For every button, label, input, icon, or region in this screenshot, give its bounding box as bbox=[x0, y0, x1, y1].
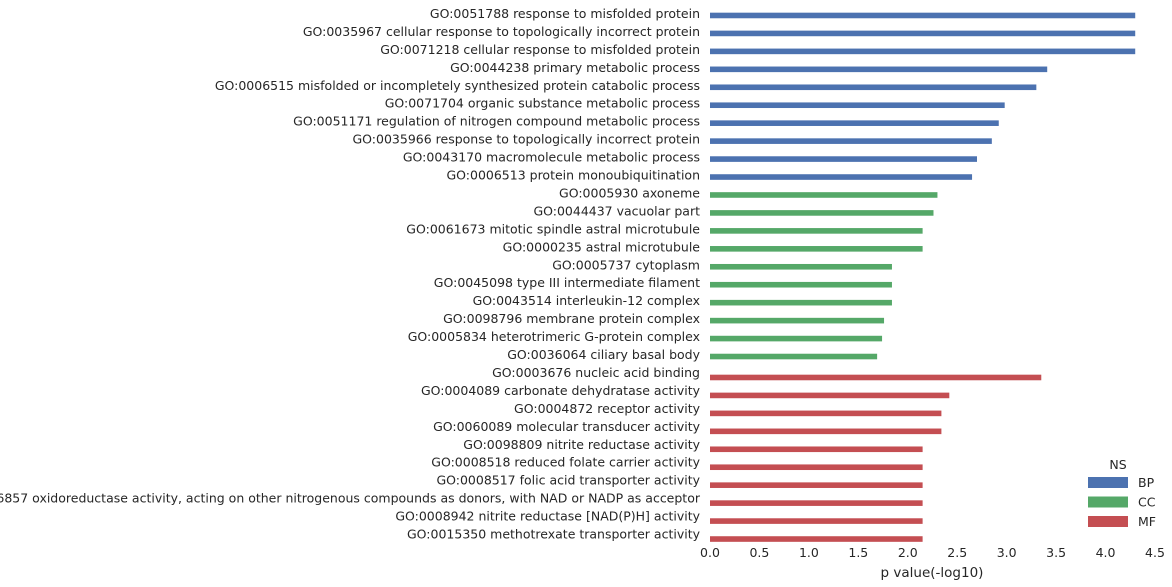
bar-cc-9 bbox=[710, 353, 878, 360]
x-tick-label: 0.0 bbox=[700, 545, 720, 560]
bar-mf-0 bbox=[710, 374, 1042, 381]
x-tick-label: 0.5 bbox=[749, 545, 769, 560]
legend-label-mf: MF bbox=[1138, 514, 1156, 529]
category-label: GO:0006513 protein monoubiquitination bbox=[446, 168, 700, 183]
category-label: GO:0044238 primary metabolic process bbox=[450, 60, 700, 75]
category-labels: GO:0051788 response to misfolded protein… bbox=[0, 6, 701, 542]
category-label: GO:0071218 cellular response to misfolde… bbox=[380, 42, 700, 57]
category-label: GO:0044437 vacuolar part bbox=[533, 203, 700, 218]
bar-mf-4 bbox=[710, 446, 923, 453]
bar-bp-6 bbox=[710, 120, 999, 126]
category-label: GO:0004089 carbonate dehydratase activit… bbox=[421, 383, 701, 398]
legend: NS BP CC MF bbox=[1088, 457, 1156, 529]
legend-label-bp: BP bbox=[1138, 475, 1155, 490]
bar-mf-7 bbox=[710, 500, 923, 506]
bar-cc-0 bbox=[710, 192, 938, 198]
category-label: GO:0008518 reduced folate carrier activi… bbox=[431, 455, 700, 470]
category-label: GO:0043514 interleukin-12 complex bbox=[473, 293, 700, 308]
bars-layer bbox=[710, 12, 1136, 542]
category-label: GO:0005737 cytoplasm bbox=[552, 257, 700, 272]
x-tick-label: 1.0 bbox=[799, 545, 819, 560]
bar-mf-8 bbox=[710, 518, 923, 524]
category-label: GO:0003676 nucleic acid binding bbox=[492, 365, 700, 380]
bar-bp-5 bbox=[710, 102, 1005, 109]
x-axis-label: p value(-log10) bbox=[881, 565, 984, 581]
category-label: GO:0006515 misfolded or incompletely syn… bbox=[215, 78, 700, 93]
bar-cc-5 bbox=[710, 281, 892, 288]
x-tick-label: 1.5 bbox=[848, 545, 868, 560]
bar-mf-1 bbox=[710, 392, 950, 399]
x-tick-label: 3.0 bbox=[997, 545, 1017, 560]
category-label: GO:0045098 type III intermediate filamen… bbox=[434, 275, 700, 290]
legend-entries: BP CC MF bbox=[1088, 475, 1156, 529]
legend-swatch-bp bbox=[1088, 477, 1128, 488]
bar-cc-6 bbox=[710, 299, 892, 306]
x-tick-label: 3.5 bbox=[1046, 545, 1066, 560]
category-label: GO:0015350 methotrexate transporter acti… bbox=[407, 527, 701, 542]
bar-bp-1 bbox=[710, 30, 1136, 37]
legend-title: NS bbox=[1109, 457, 1126, 472]
bar-mf-9 bbox=[710, 536, 923, 542]
bar-bp-7 bbox=[710, 138, 992, 144]
bar-mf-5 bbox=[710, 464, 923, 471]
bar-bp-3 bbox=[710, 66, 1048, 73]
bar-bp-8 bbox=[710, 156, 977, 162]
bar-bp-4 bbox=[710, 84, 1037, 91]
legend-swatch-cc bbox=[1088, 496, 1128, 508]
bar-mf-3 bbox=[710, 428, 942, 435]
category-label: GO:0046857 oxidoreductase activity, acti… bbox=[0, 491, 701, 506]
bar-cc-2 bbox=[710, 228, 923, 234]
x-tick-label: 4.5 bbox=[1145, 545, 1165, 560]
category-label: GO:0005834 heterotrimeric G-protein comp… bbox=[408, 329, 700, 344]
category-label: GO:0098796 membrane protein complex bbox=[443, 311, 700, 326]
category-label: GO:0008942 nitrite reductase [NAD(P)H] a… bbox=[395, 509, 700, 524]
bar-mf-6 bbox=[710, 482, 923, 488]
category-label: GO:0036064 ciliary basal body bbox=[507, 347, 700, 362]
category-label: GO:0035967 cellular response to topologi… bbox=[303, 24, 700, 39]
legend-swatch-mf bbox=[1088, 516, 1128, 527]
x-tick-label: 2.0 bbox=[898, 545, 918, 560]
x-axis-ticks: 0.0 0.5 1.0 1.5 2.0 2.5 3.0 3.5 4.0 4.5 bbox=[700, 545, 1165, 560]
bar-cc-3 bbox=[710, 246, 923, 252]
bar-cc-1 bbox=[710, 210, 934, 216]
category-label: GO:0004872 receptor activity bbox=[514, 401, 701, 416]
category-label: GO:0000235 astral microtubule bbox=[503, 239, 701, 254]
category-label: GO:0051171 regulation of nitrogen compou… bbox=[293, 114, 700, 129]
category-label: GO:0071704 organic substance metabolic p… bbox=[385, 96, 700, 111]
bar-cc-8 bbox=[710, 335, 883, 342]
bar-bp-0 bbox=[710, 12, 1136, 19]
category-label: GO:0005930 axoneme bbox=[559, 185, 700, 200]
category-label: GO:0035966 response to topologically inc… bbox=[352, 132, 700, 147]
bar-mf-2 bbox=[710, 410, 942, 417]
category-label: GO:0098809 nitrite reductase activity bbox=[463, 437, 700, 452]
category-label: GO:0060089 molecular transducer activity bbox=[433, 419, 701, 434]
bar-bp-2 bbox=[710, 48, 1136, 55]
x-tick-label: 2.5 bbox=[947, 545, 967, 560]
bar-cc-4 bbox=[710, 263, 892, 270]
category-label: GO:0061673 mitotic spindle astral microt… bbox=[406, 221, 700, 236]
bar-cc-7 bbox=[710, 317, 885, 324]
category-label: GO:0008517 folic acid transporter activi… bbox=[436, 473, 700, 488]
bar-bp-9 bbox=[710, 174, 973, 180]
legend-label-cc: CC bbox=[1138, 495, 1156, 510]
category-label: GO:0043170 macromolecule metabolic proce… bbox=[403, 150, 700, 165]
category-label: GO:0051788 response to misfolded protein bbox=[430, 6, 700, 21]
x-tick-label: 4.0 bbox=[1096, 545, 1116, 560]
